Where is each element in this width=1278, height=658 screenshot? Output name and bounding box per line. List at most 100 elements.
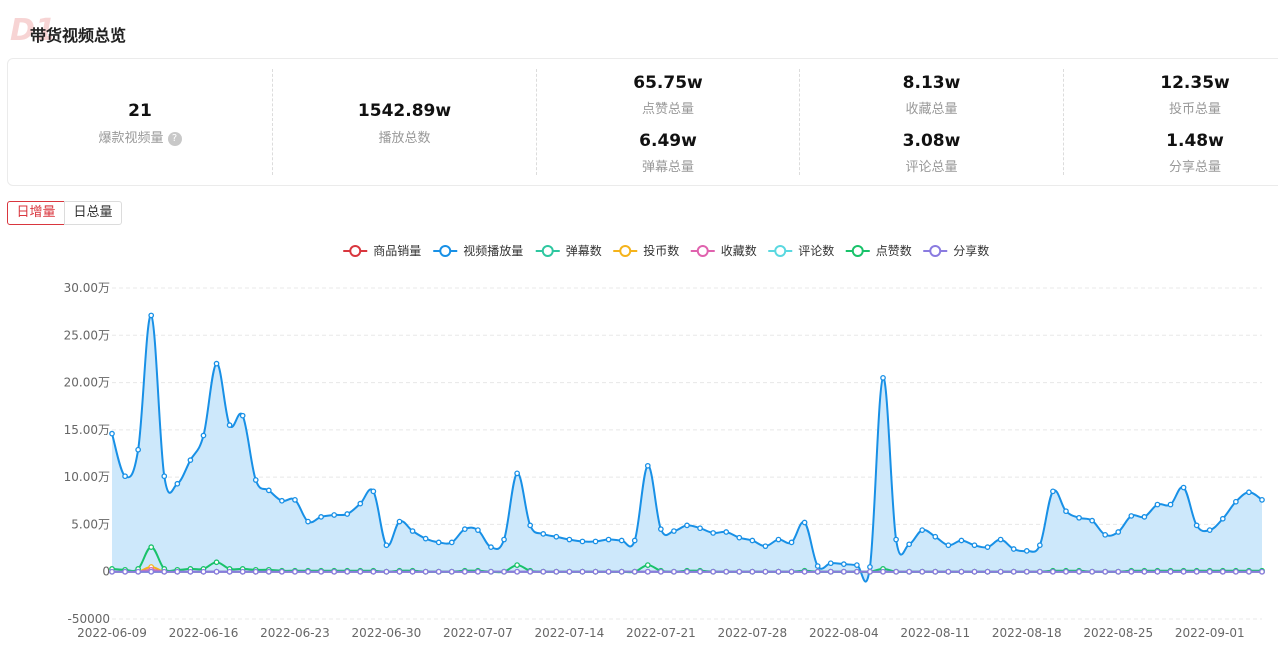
data-point-7 [318,568,324,575]
data-point-7 [292,568,298,575]
tab-daily-total[interactable]: 日总量 [64,201,122,225]
data-point-6 [644,562,651,568]
data-point-7 [840,568,847,575]
stat-likes-danmaku: 65.75w 点赞总量 6.49w 弹幕总量 [536,69,799,175]
data-point-1 [396,518,403,525]
data-point-7 [1233,568,1239,575]
data-point-7 [893,568,899,575]
x-tick-label: 2022-06-09 [77,626,147,640]
section-title: 带货视频总览 [30,26,127,45]
data-point-1 [788,539,795,546]
data-point-7 [1141,568,1148,575]
x-tick-label: 2022-08-04 [809,626,879,640]
data-point-1 [671,528,677,534]
data-point-1 [710,530,716,536]
data-point-7 [736,568,743,575]
data-point-7 [605,568,612,575]
stat-hit-videos-label: 爆款视频量? [8,127,272,146]
data-point-1 [174,480,181,487]
data-point-1 [1167,501,1174,508]
data-point-7 [109,568,115,575]
data-point-1 [631,537,638,544]
data-point-1 [383,542,390,549]
data-point-7 [697,568,703,575]
data-point-7 [1180,568,1187,575]
stat-coins-shares: 12.35w 投币总量 1.48w 分享总量 [1063,69,1278,175]
x-tick-label: 2022-07-07 [443,626,513,640]
data-point-1 [644,462,651,469]
data-point-7 [370,568,377,575]
data-point-1 [435,539,442,546]
data-point-1 [971,542,978,549]
data-point-7 [187,568,194,575]
data-point-7 [814,568,821,575]
data-point-7 [997,568,1004,575]
data-point-7 [305,568,311,575]
legend-marker-1 [439,245,452,257]
data-point-7 [566,568,573,575]
data-point-1 [984,544,991,550]
stat-coins-label: 投币总量 [1168,102,1221,117]
data-point-1 [749,537,756,544]
data-point-7 [592,568,599,575]
data-point-7 [723,568,730,575]
data-point-7 [383,568,390,575]
legend-label-4: 收藏数 [721,243,757,258]
data-point-7 [213,568,220,575]
data-point-1 [331,512,338,518]
legend-label-7: 分享数 [953,243,989,258]
data-point-7 [239,568,246,575]
data-point-1 [762,543,769,550]
data-point-1 [292,496,298,503]
data-point-1 [684,522,690,529]
data-point-7 [1076,568,1082,575]
data-point-7 [671,568,677,575]
data-point-7 [984,568,991,575]
data-point-1 [1010,546,1017,552]
y-tick-label: 0 [102,565,110,579]
data-point-7 [658,568,664,575]
data-point-1 [1089,517,1095,524]
stat-plays-value: 1542.89w [357,101,452,121]
data-point-7 [488,568,494,575]
legend-marker-5 [774,245,787,257]
data-point-6 [213,559,220,566]
data-point-7 [265,568,272,575]
data-point-7 [644,568,651,575]
legend-label-3: 投币数 [643,243,679,258]
data-point-1 [592,538,599,545]
data-point-1 [239,412,246,419]
data-point-1 [827,560,834,567]
data-point-1 [618,537,625,544]
data-point-1 [958,537,965,544]
data-point-1 [1102,531,1109,538]
data-point-7 [880,568,886,575]
data-point-1 [409,528,416,534]
data-point-1 [854,562,860,568]
legend-label-6: 点赞数 [876,243,912,258]
tab-daily-increment[interactable]: 日增量 [7,201,65,225]
data-point-1 [461,526,468,533]
stat-danmaku-label: 弹幕总量 [641,160,694,175]
stat-hit-videos-label-text: 爆款视频量 [98,131,164,146]
data-point-7 [122,568,128,575]
data-point-1 [148,312,155,319]
data-point-7 [396,568,403,575]
stat-comments-value: 3.08w [902,131,961,151]
legend-marker-2 [541,245,554,257]
data-point-1 [840,561,847,567]
x-tick-label: 2022-08-18 [992,626,1062,640]
data-point-1 [736,534,743,541]
data-point-1 [867,564,873,570]
data-point-7 [1219,568,1226,575]
data-point-7 [553,568,560,575]
data-point-7 [1063,568,1069,575]
data-point-1 [122,473,128,480]
stat-plays: 1542.89w 播放总数 [272,69,536,175]
data-point-7 [775,568,782,575]
legend-marker-6 [851,245,864,257]
help-icon[interactable]: ? [167,132,182,146]
data-point-7 [1206,568,1213,575]
data-point-1 [305,518,311,525]
data-point-7 [148,568,155,575]
